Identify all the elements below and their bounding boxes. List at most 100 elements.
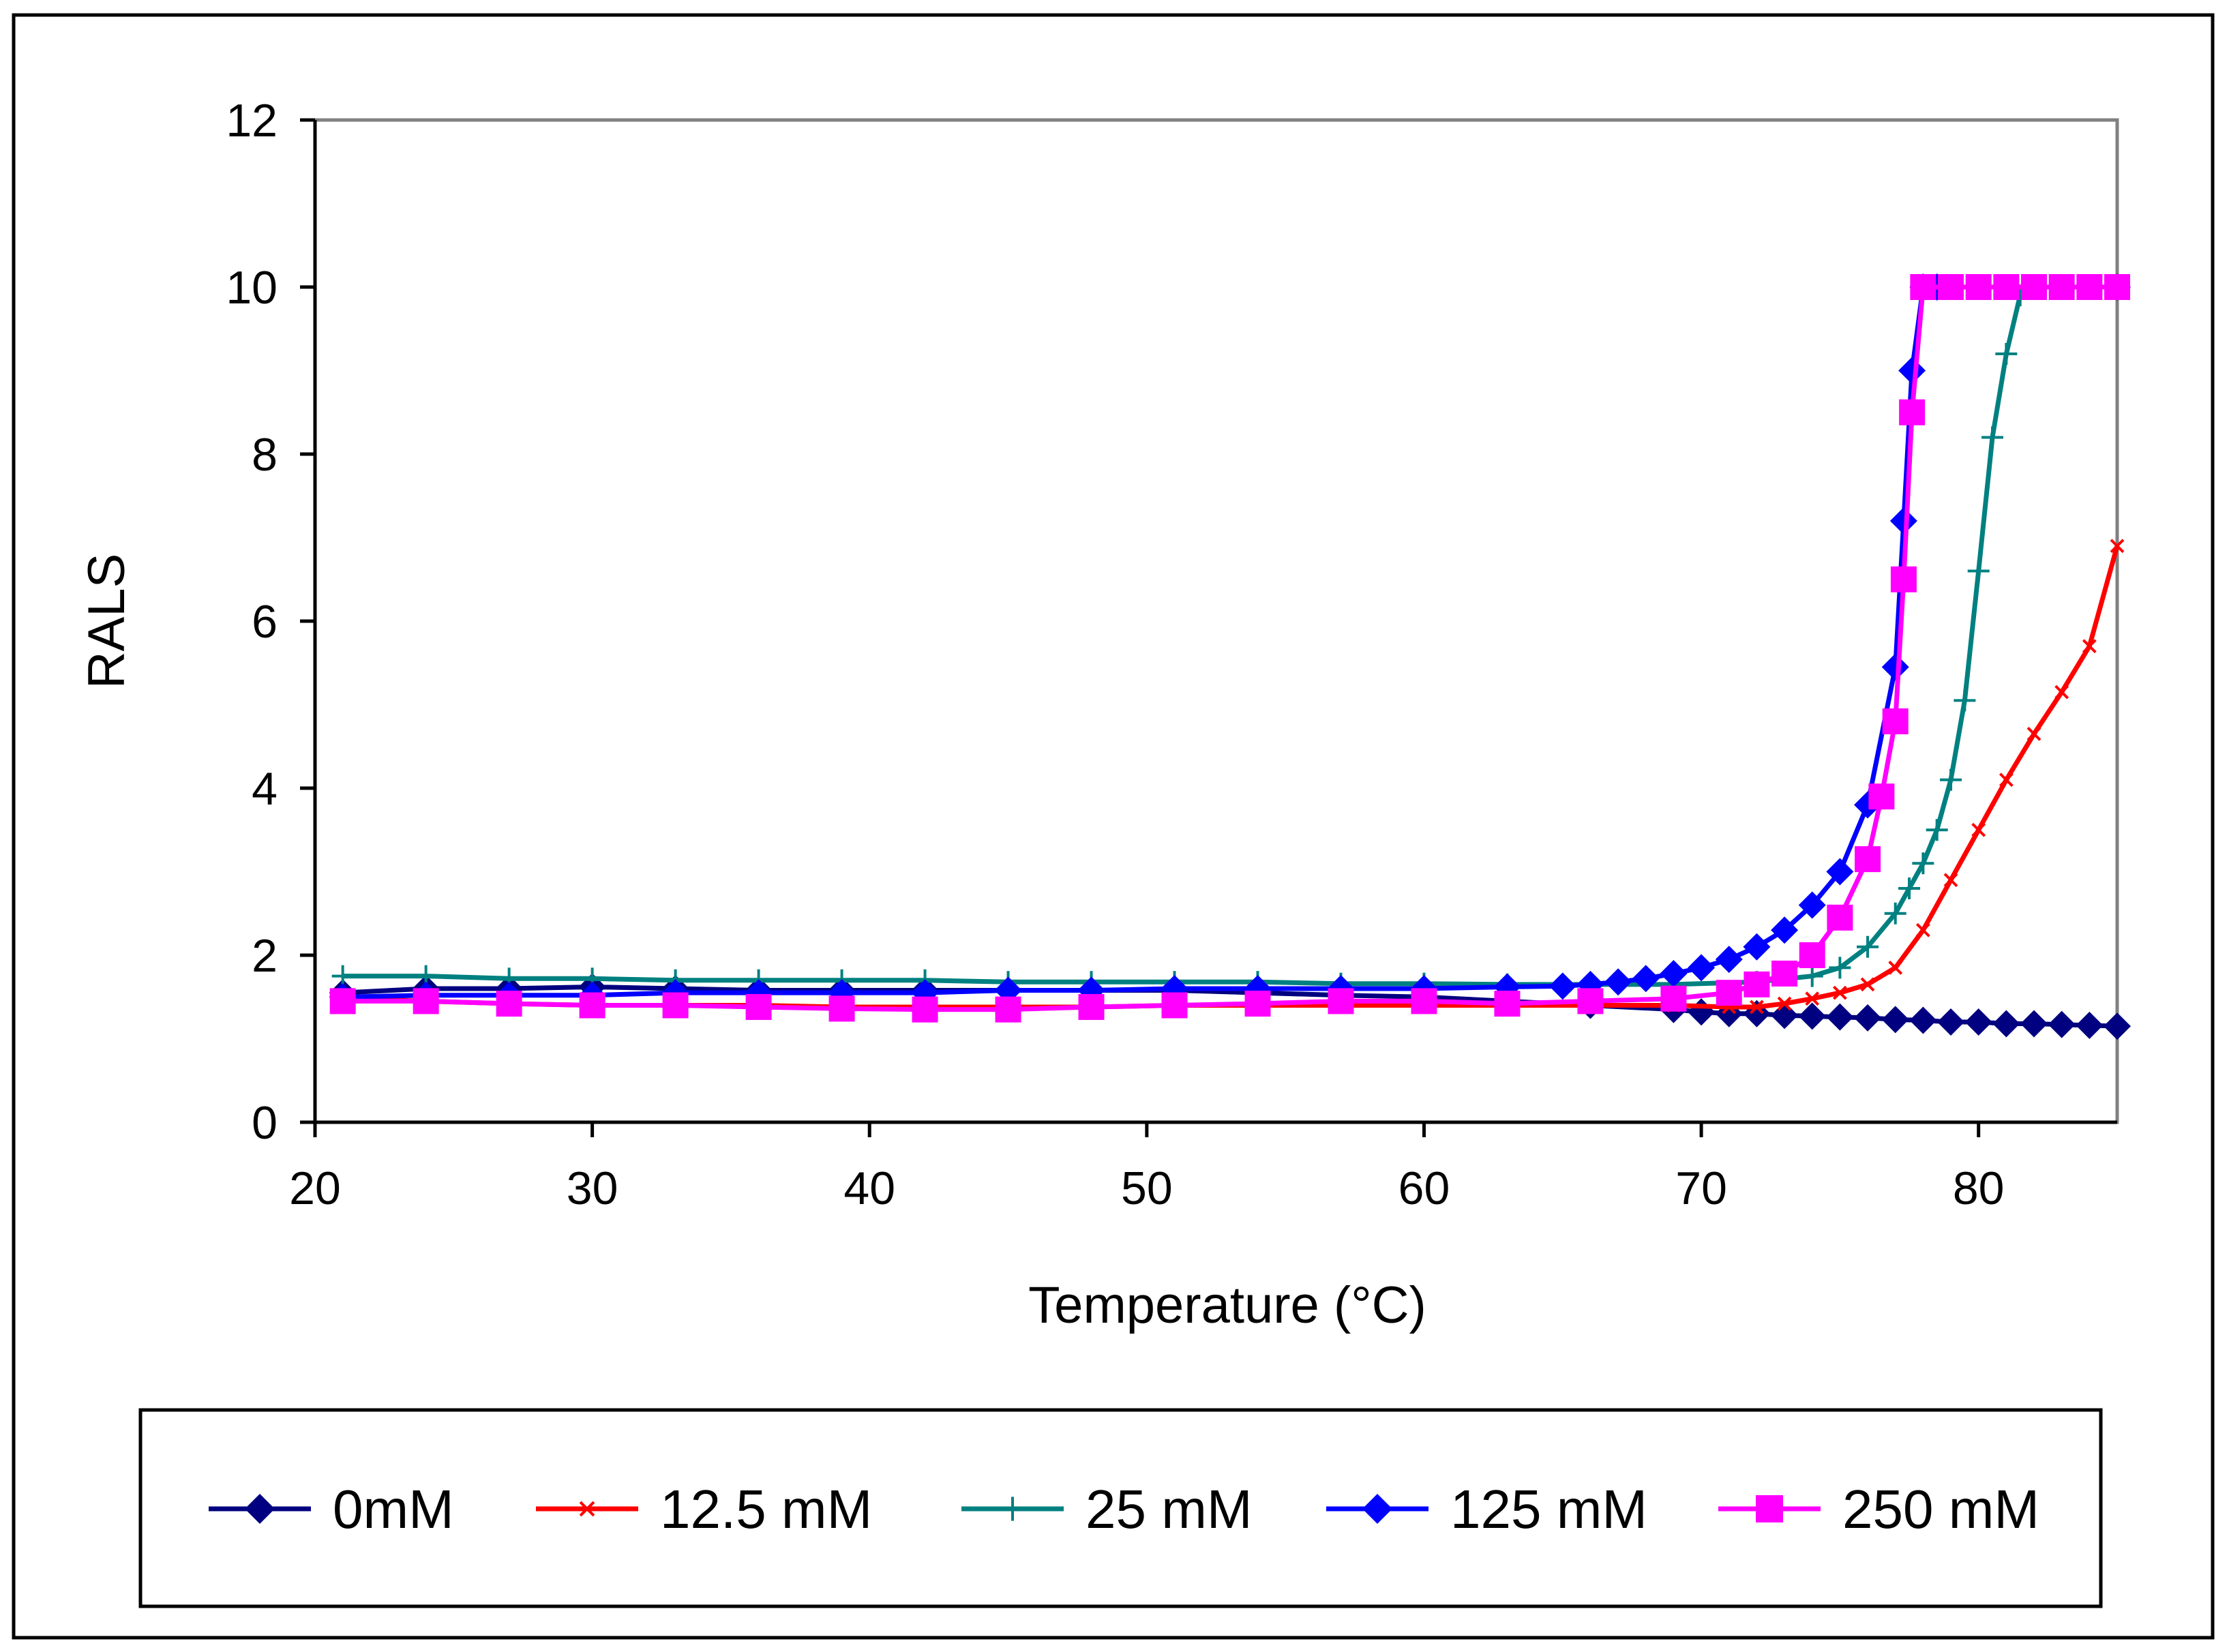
- data-point: [1992, 1010, 2020, 1038]
- data-point: [1798, 1002, 1826, 1030]
- y-tick-label: 12: [226, 95, 278, 147]
- data-point: [1801, 965, 1823, 987]
- data-point: [329, 988, 356, 1015]
- legend-item: 0mM: [209, 1479, 454, 1540]
- data-point: [1771, 960, 1798, 987]
- data-point: [2104, 274, 2130, 300]
- data-point: [1771, 916, 1799, 944]
- data-point: [1993, 274, 2020, 300]
- legend-item: 250 mM: [1718, 1479, 2039, 1540]
- data-point: [1826, 858, 1854, 886]
- x-tick-label: 50: [1121, 1162, 1173, 1214]
- data-point: [1777, 996, 1792, 1011]
- data-point: [1362, 1494, 1392, 1524]
- data-point: [2026, 726, 2041, 741]
- data-point: [1981, 426, 2004, 449]
- marker-stroke: [1943, 873, 1958, 888]
- legend-item: 25 mM: [961, 1479, 1253, 1540]
- data-point: [1857, 935, 1879, 958]
- data-point: [1715, 946, 1743, 974]
- legend-label: 25 mM: [1086, 1479, 1253, 1540]
- marker-stroke: [1971, 822, 1986, 837]
- data-point: [1898, 877, 1921, 899]
- data-point: [1854, 1004, 1882, 1032]
- y-axis: 0 2 4 6 8 10 12: [226, 95, 317, 1149]
- y-tick-label: 6: [252, 596, 278, 648]
- data-point: [1938, 274, 1964, 300]
- data-point: [828, 995, 855, 1022]
- legend-item: 12.5 mM: [536, 1479, 872, 1540]
- data-point: [1995, 343, 2018, 365]
- data-point: [1898, 357, 1926, 385]
- data-point: [1000, 1497, 1025, 1521]
- marker-stroke: [1888, 960, 1903, 975]
- data-point: [1798, 891, 1826, 919]
- data-point: [1688, 954, 1716, 982]
- legend-label: 12.5 mM: [660, 1479, 872, 1540]
- data-point: [1890, 566, 1917, 592]
- x-axis: 20 30 40 50 60 70 80: [289, 1120, 2117, 1214]
- marker-stroke: [1860, 977, 1875, 992]
- data-point: [1494, 991, 1521, 1017]
- data-point: [1744, 971, 1770, 997]
- data-point: [1832, 985, 1847, 1000]
- data-point: [245, 1494, 275, 1524]
- x-tick-label: 30: [567, 1162, 618, 1214]
- data-point: [1161, 992, 1188, 1019]
- data-point: [995, 996, 1021, 1023]
- marker-stroke: [2026, 726, 2041, 741]
- data-point: [1244, 991, 1271, 1017]
- data-point: [1328, 988, 1354, 1015]
- data-point: [1909, 1006, 1937, 1034]
- x-tick-label: 70: [1675, 1162, 1727, 1214]
- x-axis-title: Temperature (°C): [1028, 1276, 1426, 1334]
- x-tick-label: 20: [289, 1162, 341, 1214]
- data-point: [2076, 1011, 2104, 1039]
- marker-stroke: [1777, 996, 1792, 1011]
- data-point: [1881, 1006, 1909, 1034]
- data-point: [579, 1501, 595, 1517]
- data-point: [413, 988, 439, 1015]
- marker-stroke: [2054, 685, 2069, 700]
- data-point: [2048, 274, 2075, 300]
- data-point: [1940, 768, 1962, 791]
- data-point: [2076, 274, 2103, 300]
- y-tick-label: 0: [252, 1097, 278, 1149]
- data-point: [1889, 507, 1917, 535]
- data-point: [1912, 852, 1934, 875]
- y-axis-title: RALS: [78, 554, 136, 689]
- data-point: [1964, 1008, 1992, 1036]
- data-point: [1860, 977, 1875, 992]
- data-point: [1771, 1002, 1799, 1030]
- marker-stroke: [1832, 985, 1847, 1000]
- data-point: [1937, 1008, 1965, 1036]
- data-point: [1882, 708, 1909, 734]
- legend: 0mM 12.5 mM 25 mM 125 mM 250 mM: [209, 1479, 2039, 1540]
- data-point: [1926, 819, 1948, 841]
- legend-label: 0mM: [333, 1479, 454, 1540]
- data-point: [1660, 985, 1687, 1012]
- data-point: [1716, 980, 1742, 1006]
- x-tick-label: 60: [1398, 1162, 1450, 1214]
- data-point: [1943, 873, 1958, 888]
- data-point: [1660, 959, 1688, 987]
- data-point: [1577, 988, 1604, 1015]
- data-point: [1868, 783, 1895, 810]
- marker-stroke: [1805, 991, 1820, 1006]
- data-point: [912, 996, 938, 1023]
- data-point: [1954, 689, 1976, 712]
- x-tick-label: 80: [1953, 1162, 2005, 1214]
- legend-label: 250 mM: [1842, 1479, 2039, 1540]
- data-point: [579, 992, 605, 1019]
- data-point: [1855, 846, 1881, 873]
- data-point: [1805, 991, 1820, 1006]
- legend-label: 125 mM: [1450, 1479, 1647, 1540]
- data-point: [1881, 653, 1909, 681]
- data-point: [1078, 993, 1105, 1020]
- data-point: [2048, 1010, 2076, 1038]
- data-point: [1604, 968, 1632, 996]
- data-point: [2020, 1010, 2048, 1038]
- data-point: [1549, 972, 1576, 1000]
- data-point: [1756, 1495, 1783, 1522]
- data-point: [1999, 772, 2014, 787]
